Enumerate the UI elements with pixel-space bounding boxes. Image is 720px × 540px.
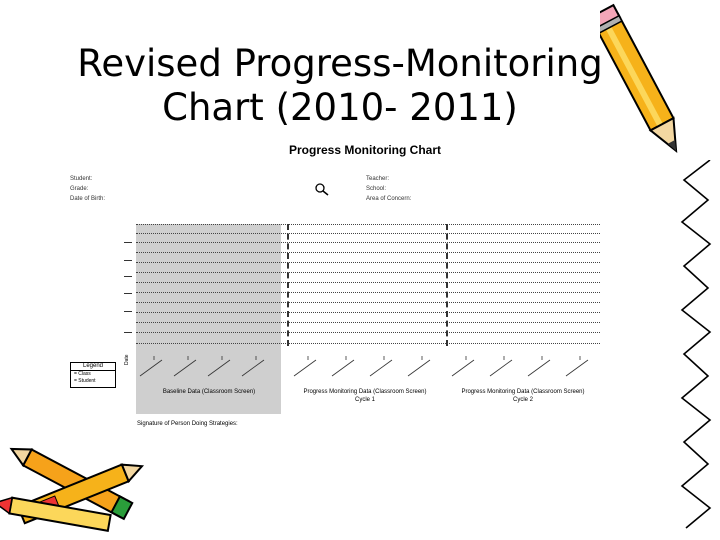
gridline xyxy=(136,242,600,243)
gridline xyxy=(136,252,600,253)
section-label-cycle-1-line-2: Cycle 1 xyxy=(354,397,375,403)
y-tick xyxy=(124,276,132,277)
pencils-clipart xyxy=(0,447,145,532)
chart-title: Progress Monitoring Chart xyxy=(288,143,441,157)
y-tick xyxy=(124,242,132,243)
gridline xyxy=(136,322,600,323)
section-label-cycle-2-line-2: Cycle 2 xyxy=(512,397,533,403)
baseline-shaded-area xyxy=(136,224,281,414)
date-slot-marks xyxy=(139,356,589,377)
field-dob: Date of Birth: xyxy=(70,196,106,202)
gridline xyxy=(136,332,600,333)
chart-legend: Legend = Class = Student xyxy=(70,362,116,388)
legend-title: Legend xyxy=(71,363,115,371)
field-grade: Grade: xyxy=(70,186,89,192)
magnifier-icon xyxy=(315,183,329,196)
gridline xyxy=(136,224,600,225)
teacher-info-fields: Teacher: School: Area of Concern: xyxy=(366,174,411,204)
gridline xyxy=(136,272,600,273)
slide-title-line-1: Revised Progress-Monitoring xyxy=(77,42,603,85)
date-axis-label: Date xyxy=(124,354,130,365)
legend-item-class: = Class xyxy=(74,371,91,377)
y-tick xyxy=(124,293,132,294)
student-info-fields: Student: Grade: Date of Birth: xyxy=(70,174,105,204)
legend-item-student: = Student xyxy=(74,378,96,384)
phase-change-line xyxy=(287,224,289,346)
field-teacher: Teacher: xyxy=(366,176,390,182)
gridline xyxy=(136,343,600,344)
section-label-baseline: Baseline Data (Classroom Screen) xyxy=(134,388,284,396)
y-tick xyxy=(124,311,132,312)
section-label-cycle-2: Progress Monitoring Data (Classroom Scre… xyxy=(448,388,598,404)
gridline xyxy=(136,312,600,313)
section-label-cycle-2-line-1: Progress Monitoring Data (Classroom Scre… xyxy=(461,389,585,395)
y-tick xyxy=(124,260,132,261)
section-label-cycle-1-line-1: Progress Monitoring Data (Classroom Scre… xyxy=(303,389,427,395)
pencil-clipart xyxy=(600,3,678,153)
phase-change-line xyxy=(446,224,448,346)
slide-title-line-2: Chart (2010- 2011) xyxy=(162,86,518,129)
gridline xyxy=(136,233,600,234)
section-label-cycle-1: Progress Monitoring Data (Classroom Scre… xyxy=(290,388,440,404)
signature-line: Signature of Person Doing Strategies: xyxy=(137,421,238,427)
field-student: Student: xyxy=(70,176,93,182)
gridline xyxy=(136,292,600,293)
gridline xyxy=(136,302,600,303)
section-label-baseline-line-1: Baseline Data (Classroom Screen) xyxy=(162,389,256,395)
slide-title: Revised Progress-Monitoring Chart (2010-… xyxy=(40,42,640,130)
gridline xyxy=(136,282,600,283)
zigzag-doodle xyxy=(680,160,712,529)
y-tick xyxy=(124,332,132,333)
gridline xyxy=(136,262,600,263)
field-school: School: xyxy=(366,186,387,192)
field-area-of-concern: Area of Concern: xyxy=(366,196,412,202)
